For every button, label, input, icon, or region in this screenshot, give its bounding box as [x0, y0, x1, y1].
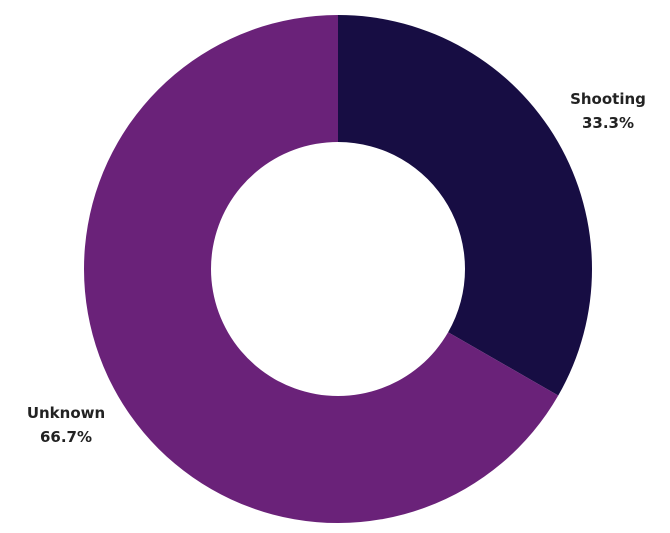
- slice-shooting: [338, 15, 592, 396]
- slice-label-unknown: Unknown: [27, 404, 105, 422]
- slice-unknown: [84, 14, 559, 523]
- labels-layer: Shooting 33.3% Unknown 66.7%: [27, 90, 646, 446]
- slice-value-unknown: 66.7%: [40, 428, 92, 446]
- slice-value-shooting: 33.3%: [582, 114, 634, 132]
- slices-layer: [84, 14, 592, 523]
- slice-label-shooting: Shooting: [570, 90, 646, 108]
